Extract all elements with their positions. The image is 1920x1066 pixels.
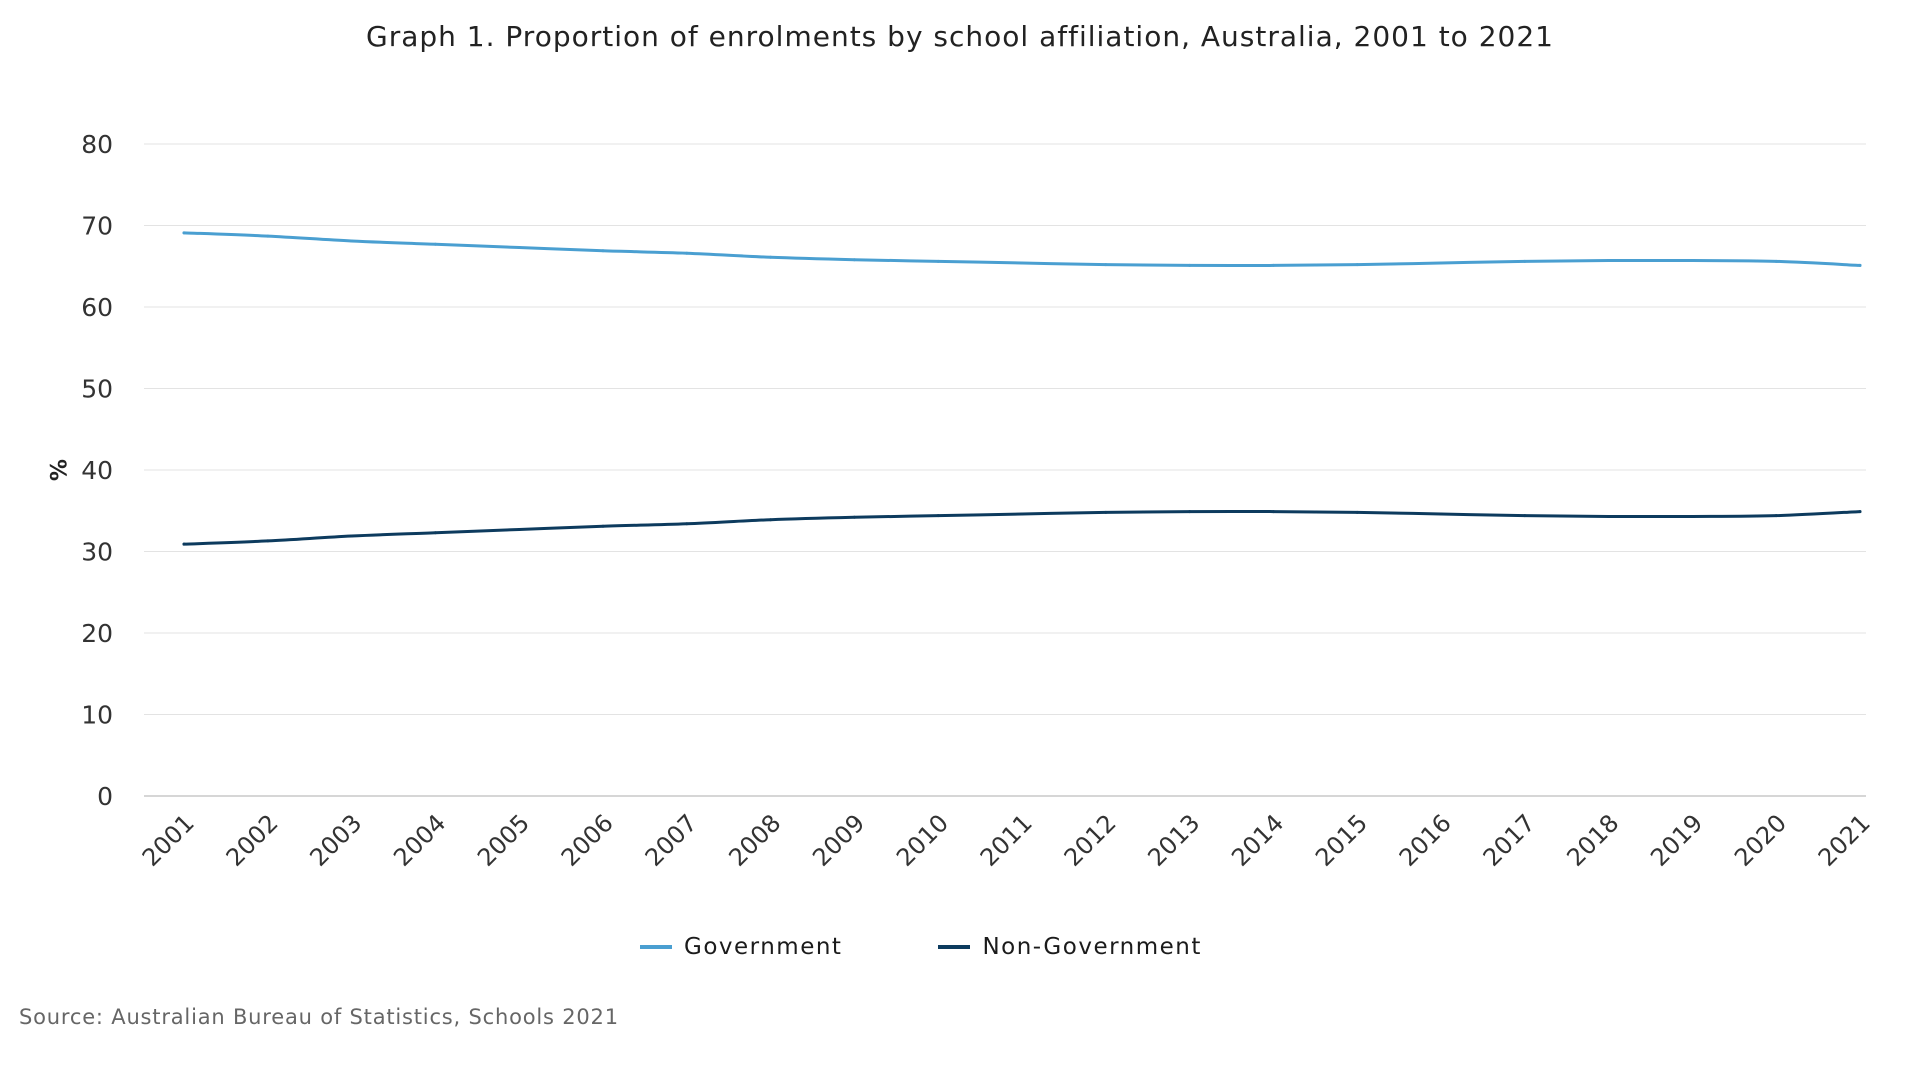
data-point-government-2004 [433,242,437,246]
y-tick-label: 40 [81,456,113,485]
data-point-non-government-2011 [1020,512,1024,516]
x-tick-label: 2013 [1142,809,1205,872]
legend-item-non-government: Non-Government [938,934,1201,960]
data-point-non-government-2018 [1607,514,1611,518]
data-point-non-government-2010 [936,514,940,518]
x-tick-label: 2018 [1561,809,1624,872]
data-point-non-government-2021 [1858,510,1862,514]
x-tick-label: 2011 [975,809,1038,872]
data-point-government-2008 [769,255,773,259]
series-lines [182,231,1862,546]
data-point-government-2014 [1271,263,1275,267]
data-point-non-government-2017 [1523,514,1527,518]
data-point-non-government-2008 [769,518,773,522]
data-point-government-2018 [1607,259,1611,263]
x-tick-label: 2008 [723,809,786,872]
x-tick-label: 2010 [891,809,954,872]
data-point-non-government-2007 [685,522,689,526]
data-point-government-2017 [1523,259,1527,263]
x-tick-label: 2015 [1310,809,1373,872]
data-point-non-government-2006 [601,524,605,528]
y-tick-label: 50 [81,375,113,404]
data-point-government-2009 [852,258,856,262]
x-tick-label: 2016 [1394,809,1457,872]
x-tick-label: 2002 [221,809,284,872]
x-tick-label: 2006 [556,809,619,872]
y-tick-label: 10 [81,701,113,730]
x-tick-label: 2021 [1813,809,1876,872]
y-axis-ticks: 0 10 20 30 40 50 60 70 80 [81,130,113,811]
data-point-government-2007 [685,251,689,255]
x-tick-label: 2012 [1059,809,1122,872]
data-point-government-2006 [601,249,605,253]
data-point-non-government-2004 [433,531,437,535]
data-point-non-government-2001 [182,542,186,546]
x-tick-label: 2004 [388,809,451,872]
data-point-non-government-2019 [1690,514,1694,518]
y-tick-label: 30 [81,538,113,567]
data-point-non-government-2002 [266,539,270,543]
data-point-government-2021 [1858,263,1862,267]
data-point-non-government-2003 [350,534,354,538]
data-point-government-2011 [1020,261,1024,265]
y-tick-label: 80 [81,130,113,159]
data-point-government-2010 [936,259,940,263]
data-point-non-government-2012 [1104,510,1108,514]
legend-label-government: Government [684,934,843,960]
data-point-government-2016 [1439,261,1443,265]
x-tick-label: 2017 [1478,809,1541,872]
data-point-non-government-2016 [1439,512,1443,516]
data-point-government-2002 [266,234,270,238]
y-tick-label: 20 [81,619,113,648]
legend-item-government: Government [640,934,842,960]
chart-title: Graph 1. Proportion of enrolments by sch… [366,20,1554,53]
x-axis-ticks: 2001 2002 2003 2004 2005 2006 2007 2008 2009 2010… [137,809,1876,872]
data-point-government-2012 [1104,263,1108,267]
x-tick-label: 2007 [640,809,703,872]
data-point-non-government-2014 [1271,510,1275,514]
x-tick-label: 2019 [1645,809,1708,872]
x-tick-label: 2009 [807,809,870,872]
data-point-non-government-2015 [1355,510,1359,514]
legend-swatch-non-government [938,945,971,949]
data-point-government-2005 [517,246,521,250]
legend-swatch-government [640,945,672,949]
x-tick-label: 2014 [1226,809,1289,872]
x-tick-label: 2005 [472,809,535,872]
legend: Government Non-Government [640,934,1298,960]
x-tick-label: 2001 [137,809,200,872]
source-note: Source: Australian Bureau of Statistics,… [19,1005,619,1029]
data-point-non-government-2013 [1188,510,1192,514]
data-point-government-2020 [1774,259,1778,263]
y-tick-label: 60 [81,293,113,322]
y-tick-label: 0 [97,782,113,811]
y-tick-label: 70 [81,212,113,241]
legend-label-non-government: Non-Government [982,934,1202,960]
data-point-government-2003 [350,239,354,243]
data-point-government-2013 [1188,263,1192,267]
x-tick-label: 2003 [304,809,367,872]
grid-lines [144,143,1866,797]
x-tick-label: 2020 [1729,809,1792,872]
data-point-non-government-2009 [852,515,856,519]
data-point-government-2015 [1355,263,1359,267]
data-point-government-2019 [1690,259,1694,263]
data-point-government-2001 [182,231,186,235]
data-point-non-government-2005 [517,527,521,531]
data-point-non-government-2020 [1774,514,1778,518]
y-axis-label: % [44,459,69,481]
